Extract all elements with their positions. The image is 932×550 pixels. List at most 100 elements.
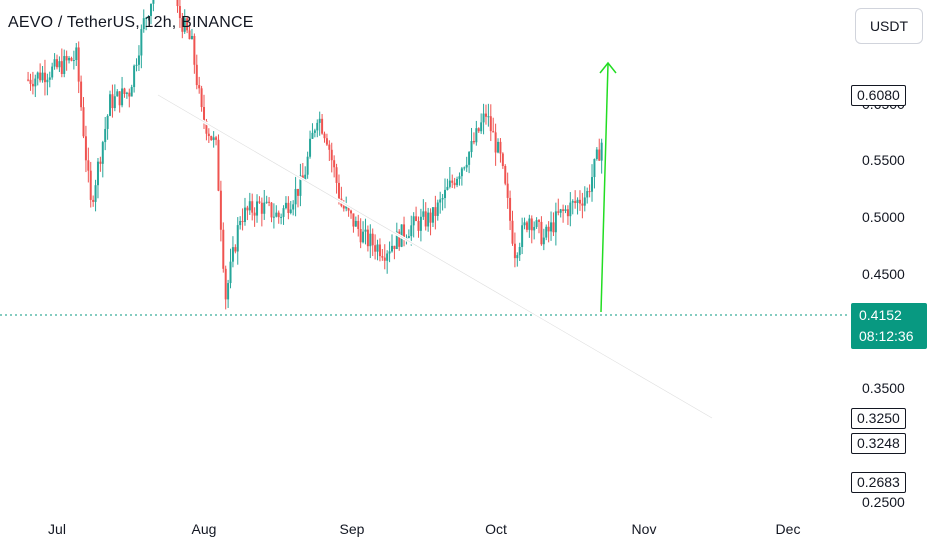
candle-body [468, 152, 471, 165]
candle-body [417, 220, 420, 231]
candle-body [352, 213, 355, 227]
candle-body [29, 79, 32, 84]
candle-body [128, 92, 131, 97]
candle-body [36, 72, 39, 79]
candle-body [325, 138, 328, 145]
candle-body [263, 202, 266, 214]
candle-body [518, 246, 521, 256]
candle-body [506, 183, 509, 198]
candle-body [465, 164, 468, 168]
candle-body [80, 81, 83, 108]
candle-body [559, 209, 562, 213]
candle-body [562, 209, 565, 211]
candle-body [441, 198, 444, 200]
candle-body [200, 88, 203, 108]
candle-body [388, 251, 391, 254]
candle-body [439, 199, 442, 203]
candle-body [359, 229, 362, 243]
currency-button[interactable]: USDT [855, 8, 923, 44]
candle-body [357, 220, 360, 230]
candles-group [27, 0, 603, 310]
candle-body [564, 209, 567, 211]
candle-body [215, 137, 218, 140]
candle-body [591, 177, 594, 192]
x-tick: Sep [339, 521, 365, 537]
candle-body [501, 153, 504, 167]
candle-body [222, 229, 225, 269]
candle-body [366, 229, 369, 247]
y-tick: 0.2500 [862, 494, 905, 510]
candle-body [593, 158, 596, 178]
candle-body [284, 202, 287, 209]
candle-body [243, 207, 246, 222]
live-price-label: 0.4152 08:12:36 [851, 303, 927, 349]
candle-body [48, 77, 51, 80]
candle-body [550, 222, 553, 232]
candle-body [516, 255, 519, 259]
candle-body [142, 18, 145, 30]
target-arrow-line [600, 63, 609, 313]
candle-body [542, 237, 545, 245]
candle-body [280, 216, 283, 218]
live-price: 0.4152 [859, 307, 902, 323]
candle-body [422, 211, 425, 217]
candle-body [427, 212, 430, 227]
candle-body [446, 186, 449, 190]
candle-body [116, 91, 119, 97]
candle-body [147, 15, 150, 18]
candle-body [333, 160, 336, 168]
candle-body [598, 149, 601, 161]
candle-body [492, 131, 495, 133]
candle-body [369, 233, 372, 247]
candle-body [345, 206, 348, 209]
candle-body [270, 202, 273, 218]
candle-body [212, 137, 215, 141]
candle-body [364, 229, 367, 232]
candle-body [260, 202, 263, 214]
candle-body [403, 224, 406, 238]
candle-body [328, 144, 331, 150]
candle-body [51, 66, 54, 78]
candle-body [60, 61, 63, 74]
candle-body [193, 35, 196, 65]
candle-body [152, 0, 155, 4]
candle-body [588, 191, 591, 193]
candle-body [354, 220, 357, 227]
candle-body [571, 201, 574, 203]
candle-body [34, 78, 37, 87]
y-tick: 0.5000 [862, 209, 905, 225]
candle-body [130, 87, 133, 97]
candle-body [84, 136, 87, 161]
candle-body [275, 212, 278, 217]
candle-body [586, 191, 589, 198]
candle-body [376, 244, 379, 252]
candle-body [63, 56, 66, 74]
candle-body [321, 118, 324, 134]
candle-body [68, 57, 71, 61]
candle-body [96, 161, 99, 186]
candle-body [545, 226, 548, 238]
candle-body [75, 47, 78, 61]
candle-body [186, 18, 189, 31]
candle-body [489, 116, 492, 132]
candle-body [272, 216, 275, 218]
x-tick: Nov [631, 521, 657, 537]
candle-body [569, 202, 572, 217]
x-tick: Oct [485, 521, 507, 537]
live-countdown: 08:12:36 [859, 328, 914, 344]
candle-body [104, 128, 107, 143]
candle-body [424, 211, 427, 227]
candle-body [436, 202, 439, 216]
candle-body [188, 30, 191, 40]
candle-body [460, 168, 463, 177]
candle-body [101, 142, 104, 164]
candle-body [576, 199, 579, 203]
candle-body [256, 201, 259, 216]
candle-body [451, 180, 454, 183]
candle-body [557, 211, 560, 213]
candle-body [109, 94, 112, 116]
candle-body [472, 141, 475, 143]
candle-body [456, 178, 459, 186]
candle-body [205, 121, 208, 134]
